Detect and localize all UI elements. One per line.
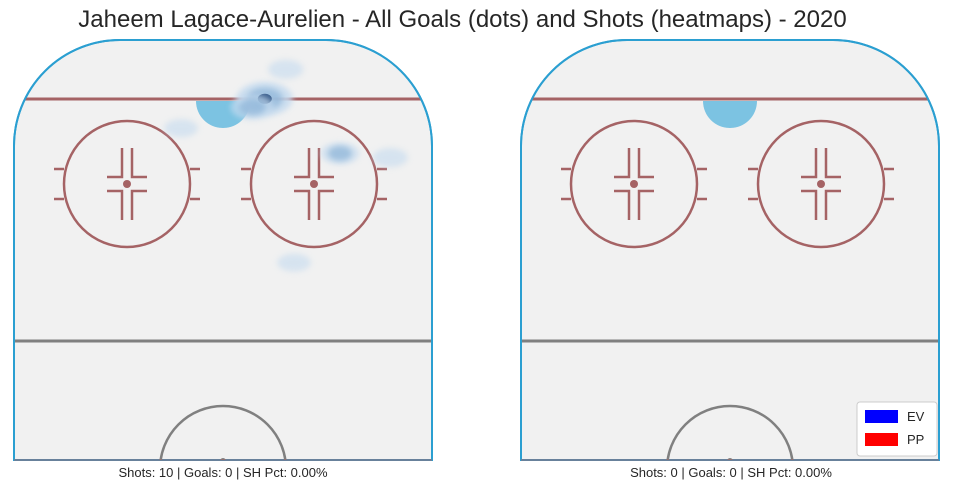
rink-panel-left (13, 39, 433, 461)
legend-swatch-ev (865, 410, 898, 423)
shot-density-core (238, 98, 266, 116)
shot-density-blob (277, 253, 311, 272)
faceoff-circle-left (561, 119, 707, 249)
goal-crease (703, 101, 757, 128)
shot-heatmap (164, 59, 408, 272)
rink-panel-right: EV PP (520, 39, 940, 461)
panel-caption-right: Shots: 0 | Goals: 0 | SH Pct: 0.00% (630, 465, 832, 480)
center-circle (665, 404, 795, 460)
faceoff-dot-right (310, 180, 318, 188)
faceoff-circle-right (748, 119, 894, 249)
faceoff-circle-left (54, 119, 200, 249)
faceoff-dot-right (817, 180, 825, 188)
legend-label-ev: EV (907, 409, 925, 424)
panel-caption-left: Shots: 10 | Goals: 0 | SH Pct: 0.00% (118, 465, 328, 480)
legend: EV PP (856, 401, 938, 457)
legend-swatch-pp (865, 433, 898, 446)
chart-title: Jaheem Lagace-Aurelien - All Goals (dots… (78, 6, 847, 33)
faceoff-circle-right (241, 119, 387, 249)
legend-label-pp: PP (907, 432, 924, 447)
shot-density-blob (268, 59, 304, 79)
shot-density-blob (164, 119, 198, 138)
shot-density-blob (372, 148, 408, 168)
shot-density-core (328, 146, 353, 161)
center-circle (158, 404, 288, 460)
faceoff-dot-left (630, 180, 638, 188)
faceoff-dot-left (123, 180, 131, 188)
